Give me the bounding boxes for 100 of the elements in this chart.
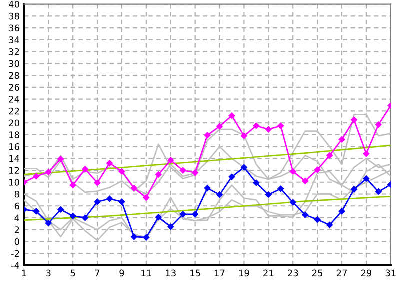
y-tick-label: -2 — [11, 250, 20, 258]
point — [168, 157, 174, 164]
x-tick-label: 13 — [166, 270, 176, 277]
point — [82, 166, 88, 172]
point — [302, 178, 308, 184]
x-tick-label: 25 — [312, 270, 323, 277]
point — [45, 220, 52, 226]
x-tick-label: 1 — [22, 270, 26, 276]
y-tick-label: 24 — [9, 96, 20, 103]
point — [180, 211, 186, 218]
y-tick-label: 26 — [9, 84, 20, 91]
point — [118, 198, 126, 206]
point — [118, 168, 126, 175]
point — [33, 208, 40, 215]
point — [241, 132, 248, 140]
y-tick-label: 38 — [9, 12, 20, 20]
point — [363, 176, 370, 182]
point — [58, 206, 64, 213]
point — [106, 160, 113, 167]
point — [70, 182, 76, 188]
y-tick-label: 40 — [8, 1, 20, 8]
point — [204, 132, 211, 139]
point — [33, 173, 40, 180]
point — [143, 234, 150, 241]
point — [192, 170, 198, 176]
line-series — [24, 144, 391, 176]
point — [351, 186, 358, 193]
point — [45, 169, 52, 176]
x-tick-label: 31 — [386, 270, 396, 277]
line-series — [24, 196, 391, 222]
x-tick-label: 5 — [70, 270, 76, 277]
x-tick-label: 15 — [190, 270, 200, 277]
x-tick-label: 3 — [46, 270, 51, 277]
y-tick-label: 14 — [10, 155, 20, 162]
x-tick-label: 23 — [288, 270, 298, 277]
y-tick-label: 32 — [9, 48, 20, 56]
point — [131, 185, 138, 192]
point — [131, 234, 138, 240]
point — [338, 136, 346, 143]
point — [143, 194, 150, 201]
point — [376, 188, 382, 196]
point — [363, 150, 370, 158]
y-tick-label: 2 — [14, 226, 20, 234]
y-tick-label: 18 — [10, 132, 20, 138]
point — [216, 192, 223, 198]
point — [94, 198, 101, 206]
point — [266, 126, 272, 133]
y-tick-label: 12 — [10, 167, 20, 174]
x-tick-label: 21 — [264, 270, 274, 276]
point — [351, 116, 358, 124]
x-tick-label: 27 — [336, 270, 347, 276]
point — [241, 164, 248, 171]
point — [228, 112, 236, 120]
point — [253, 180, 260, 186]
point — [253, 122, 260, 130]
y-tick-label: 36 — [9, 24, 20, 32]
y-tick-label: 4 — [14, 214, 20, 222]
point — [204, 185, 211, 192]
point — [58, 156, 64, 162]
point — [326, 222, 333, 228]
point — [180, 167, 186, 174]
y-tick-label: 20 — [9, 120, 20, 127]
point — [376, 122, 382, 128]
y-tick-label: 22 — [9, 108, 20, 115]
line-series — [24, 114, 391, 194]
point — [290, 168, 296, 175]
point — [216, 123, 223, 130]
y-tick-label: 8 — [14, 190, 20, 198]
y-tick-label: 28 — [9, 72, 20, 80]
point — [70, 213, 76, 220]
point — [290, 199, 296, 206]
point — [82, 214, 88, 222]
y-tick-label: 0 — [14, 238, 20, 246]
y-tick-label: 10 — [10, 179, 20, 186]
y-tick-label: 16 — [10, 143, 20, 150]
x-tick-label: 29 — [361, 270, 372, 277]
point — [326, 152, 333, 159]
point — [168, 224, 174, 230]
point — [155, 172, 162, 178]
point — [228, 174, 236, 180]
x-tick-label: 11 — [142, 270, 152, 276]
point — [314, 216, 321, 223]
point — [155, 214, 162, 221]
y-tick-label: 6 — [14, 202, 20, 210]
x-tick-label: 17 — [215, 270, 225, 276]
point — [278, 122, 284, 130]
point — [94, 180, 101, 186]
x-tick-label: 9 — [120, 270, 124, 277]
y-tick-label: -4 — [11, 262, 20, 269]
point — [338, 208, 346, 215]
point — [314, 166, 321, 174]
point — [302, 212, 308, 218]
point — [278, 186, 284, 192]
x-tick-label: 7 — [95, 270, 100, 276]
x-tick-label: 19 — [239, 270, 250, 277]
point — [266, 192, 272, 198]
point — [192, 211, 198, 218]
point — [106, 196, 113, 202]
y-tick-label: 30 — [9, 60, 20, 68]
y-tick-label: 34 — [9, 36, 20, 44]
